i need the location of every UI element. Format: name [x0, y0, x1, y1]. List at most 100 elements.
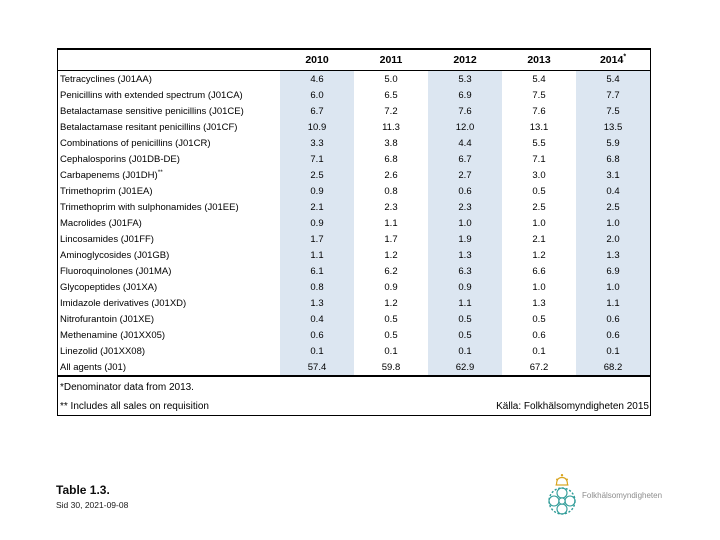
- row-label: Macrolides (J01FA): [60, 217, 142, 229]
- source-credit: Källa: Folkhälsomyndigheten 2015: [496, 401, 649, 412]
- value-cell: 1.1: [384, 217, 398, 229]
- value-cell: 0.5: [532, 185, 546, 197]
- value-cell: 1.3: [532, 297, 546, 309]
- value-cell: 1.9: [428, 231, 502, 247]
- value-cell: 4.4: [428, 135, 502, 151]
- row-label: Nitrofurantoin (J01XE): [60, 313, 154, 325]
- row-label: Carbapenems (J01DH)**: [60, 168, 163, 181]
- table-caption: Table 1.3.: [56, 483, 110, 497]
- table-row: Linezolid (J01XX08) 0.1 0.1 0.1 0.1 0.1: [58, 343, 650, 359]
- value-cell: 68.2: [576, 359, 650, 375]
- table-row: Cephalosporins (J01DB-DE) 7.1 6.8 6.7 7.1 6.8: [58, 151, 650, 167]
- row-label: Combinations of penicillins (J01CR): [60, 137, 211, 149]
- value-cell: 5.4: [576, 70, 650, 87]
- row-label: Linezolid (J01XX08): [60, 345, 146, 357]
- value-cell: 5.0: [384, 73, 398, 85]
- value-cell: 7.5: [532, 89, 546, 101]
- value-cell: 6.9: [576, 263, 650, 279]
- value-cell: 57.4: [280, 359, 354, 375]
- value-cell: 3.3: [280, 135, 354, 151]
- table-header-row: 2010 2011 2012 2013 2014*: [58, 50, 650, 71]
- value-cell: 13.1: [529, 121, 549, 133]
- value-cell: 0.5: [428, 311, 502, 327]
- value-cell: 7.2: [384, 105, 398, 117]
- table-row: Betalactamase resitant penicillins (J01C…: [58, 119, 650, 135]
- value-cell: 1.3: [576, 247, 650, 263]
- table-body: Tetracyclines (J01AA) 4.6 5.0 5.3 5.4 5.4 Peni…: [58, 70, 650, 375]
- value-cell: 0.5: [532, 313, 546, 325]
- value-cell: 1.0: [576, 279, 650, 295]
- value-cell: 1.0: [532, 217, 546, 229]
- value-cell: 13.5: [576, 119, 650, 135]
- value-cell: 6.6: [532, 265, 546, 277]
- value-cell: 6.8: [576, 151, 650, 167]
- table-row: Betalactamase sensitive penicillins (J01…: [58, 103, 650, 119]
- row-label: Betalactamase resitant penicillins (J01C…: [60, 121, 238, 133]
- value-cell: 0.1: [428, 343, 502, 359]
- value-cell: 2.5: [532, 201, 546, 213]
- value-cell: 6.8: [384, 153, 398, 165]
- footnote-denominator: *Denominator data from 2013.: [60, 382, 194, 393]
- value-cell: 5.9: [576, 135, 650, 151]
- value-cell: 2.6: [384, 169, 398, 181]
- value-cell: 10.9: [280, 119, 354, 135]
- row-label: Betalactamase sensitive penicillins (J01…: [60, 105, 244, 117]
- value-cell: 1.0: [428, 215, 502, 231]
- value-cell: 62.9: [428, 359, 502, 375]
- table-row: Aminoglycosides (J01GB) 1.1 1.2 1.3 1.2 1.3: [58, 247, 650, 263]
- table-row: Trimethoprim with sulphonamides (J01EE) 2…: [58, 199, 650, 215]
- value-cell: 0.9: [384, 281, 398, 293]
- value-cell: 1.1: [280, 247, 354, 263]
- value-cell: 59.8: [381, 361, 401, 373]
- value-cell: 6.9: [428, 87, 502, 103]
- value-cell: 7.6: [532, 105, 546, 117]
- table-row: Nitrofurantoin (J01XE) 0.4 0.5 0.5 0.5 0.6: [58, 311, 650, 327]
- value-cell: 1.2: [384, 249, 398, 261]
- value-cell: 6.3: [428, 263, 502, 279]
- value-cell: 1.7: [384, 233, 398, 245]
- table-row: Fluoroquinolones (J01MA) 6.1 6.2 6.3 6.6 6.9: [58, 263, 650, 279]
- value-cell: 2.1: [532, 233, 546, 245]
- table-row: Glycopeptides (J01XA) 0.8 0.9 0.9 1.0 1.0: [58, 279, 650, 295]
- value-cell: 7.7: [576, 87, 650, 103]
- value-cell: 3.1: [576, 167, 650, 183]
- row-label: Penicillins with extended spectrum (J01C…: [60, 89, 243, 101]
- table-row: Penicillins with extended spectrum (J01C…: [58, 87, 650, 103]
- value-cell: 7.5: [576, 103, 650, 119]
- value-cell: 67.2: [529, 361, 549, 373]
- value-cell: 5.5: [532, 137, 546, 149]
- table-row: Lincosamides (J01FF) 1.7 1.7 1.9 2.1 2.0: [58, 231, 650, 247]
- value-cell: 1.3: [428, 247, 502, 263]
- value-cell: 2.5: [576, 199, 650, 215]
- value-cell: 0.5: [384, 313, 398, 325]
- value-cell: 6.0: [280, 87, 354, 103]
- row-label: Lincosamides (J01FF): [60, 233, 154, 245]
- value-cell: 2.3: [428, 199, 502, 215]
- value-cell: 0.6: [576, 311, 650, 327]
- row-label: Trimethoprim (J01EA): [60, 185, 153, 197]
- table-row: Combinations of penicillins (J01CR) 3.3 3.…: [58, 135, 650, 151]
- value-cell: 1.3: [280, 295, 354, 311]
- value-cell: 7.6: [428, 103, 502, 119]
- table-row: Trimethoprim (J01EA) 0.9 0.8 0.6 0.5 0.4: [58, 183, 650, 199]
- year-header: 2010: [280, 50, 354, 71]
- row-label: Glycopeptides (J01XA): [60, 281, 158, 293]
- table-row: Tetracyclines (J01AA) 4.6 5.0 5.3 5.4 5.4: [58, 70, 650, 87]
- row-label: All agents (J01): [60, 361, 127, 373]
- row-label: Tetracyclines (J01AA): [60, 73, 152, 85]
- value-cell: 0.6: [428, 183, 502, 199]
- value-cell: 0.8: [280, 279, 354, 295]
- value-cell: 3.8: [384, 137, 398, 149]
- value-cell: 2.1: [280, 199, 354, 215]
- data-table-box: 2010 2011 2012 2013 2014* Tetracyclines (J01…: [57, 48, 651, 416]
- year-header: 2013: [502, 50, 576, 71]
- value-cell: 0.1: [280, 343, 354, 359]
- value-cell: 3.0: [532, 169, 546, 181]
- row-label: Fluoroquinolones (J01MA): [60, 265, 172, 277]
- value-cell: 0.5: [384, 329, 398, 341]
- value-cell: 1.2: [384, 297, 398, 309]
- table-row: Carbapenems (J01DH)** 2.5 2.6 2.7 3.0 3.1: [58, 167, 650, 183]
- value-cell: 0.9: [280, 183, 354, 199]
- value-cell: 6.7: [280, 103, 354, 119]
